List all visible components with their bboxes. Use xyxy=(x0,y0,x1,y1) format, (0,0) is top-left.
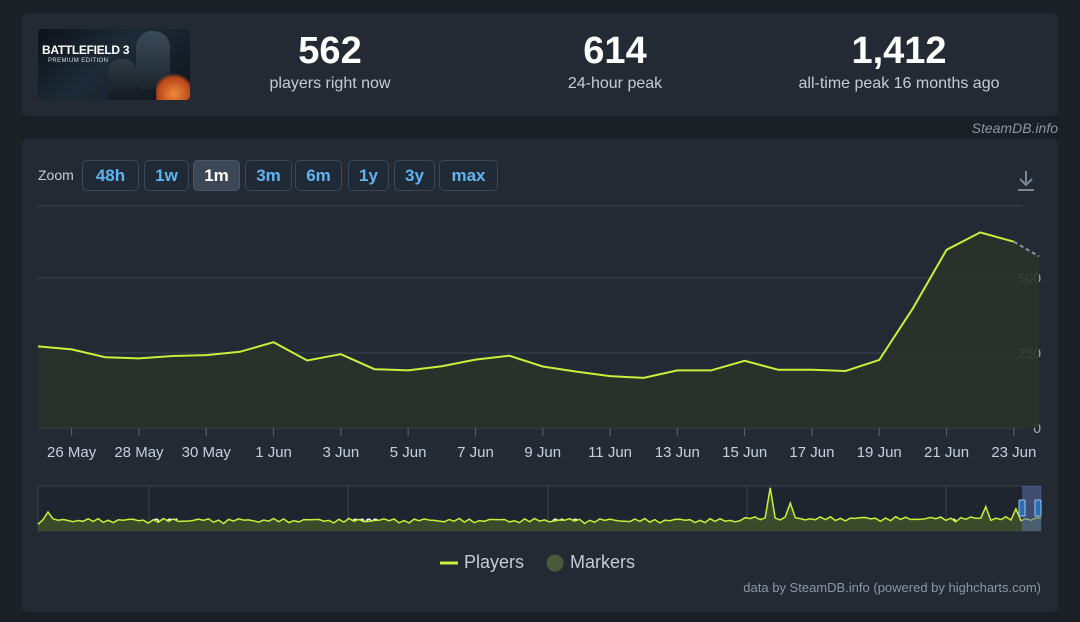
stat-label: players right now xyxy=(269,75,391,92)
data-point xyxy=(776,368,780,372)
navigator-handle-left xyxy=(1018,499,1026,517)
stat-label: all-time peak 16 months ago xyxy=(798,75,1000,92)
data-point xyxy=(339,352,343,356)
fire-glow xyxy=(156,73,190,100)
data-point xyxy=(204,353,208,357)
zoom-3m-button[interactable]: 3m xyxy=(245,160,292,191)
series-projection xyxy=(1013,240,1040,258)
stats-header: BATTLEFIELD 3 PREMIUM EDITION 562 player… xyxy=(22,13,1058,116)
data-point xyxy=(709,368,713,372)
data-point xyxy=(608,374,612,378)
zoom-1y-button[interactable]: 1y xyxy=(348,160,389,191)
stat-all-time-peak: 1,412 all-time peak 16 months ago xyxy=(779,29,1019,93)
legend-dot-icon xyxy=(546,554,564,571)
stat-value: 614 xyxy=(583,30,647,72)
zoom-max-button[interactable]: max xyxy=(439,160,498,191)
series-line-players xyxy=(37,231,1015,379)
stat-label: 24-hour peak xyxy=(567,75,663,92)
x-tick-label: 19 Jun xyxy=(857,444,902,461)
data-point xyxy=(272,340,276,344)
data-point xyxy=(945,248,949,252)
x-tick-label: 23 Jun xyxy=(991,444,1036,461)
x-tick-label: 28 May xyxy=(114,444,164,461)
data-point xyxy=(103,355,107,359)
stat-players-now: 562 players right now xyxy=(250,29,410,93)
data-point xyxy=(70,347,74,351)
zoom-3y-button[interactable]: 3y xyxy=(394,160,435,191)
steamdb-credit[interactable]: SteamDB.info xyxy=(971,120,1058,136)
download-icon[interactable] xyxy=(1016,169,1036,193)
zoom-48h-button[interactable]: 48h xyxy=(82,160,139,191)
zoom-label: Zoom xyxy=(38,167,74,183)
legend-line-icon xyxy=(440,561,458,564)
x-tick-label: 11 Jun xyxy=(588,444,632,461)
data-point xyxy=(507,354,511,358)
x-tick-label: 15 Jun xyxy=(722,444,767,461)
zoom-1m-button[interactable]: 1m xyxy=(193,160,240,191)
x-tick-label: 17 Jun xyxy=(789,444,834,461)
stat-value: 562 xyxy=(298,30,362,72)
data-point xyxy=(574,370,578,374)
x-tick-label: 5 Jun xyxy=(390,444,427,461)
data-point xyxy=(675,368,679,372)
x-tick-label: 13 Jun xyxy=(655,444,700,461)
data-point xyxy=(305,359,309,363)
zoom-6m-button[interactable]: 6m xyxy=(295,160,342,191)
data-point xyxy=(238,350,242,354)
x-tick-label: 1 Jun xyxy=(255,444,292,461)
data-point xyxy=(810,368,814,372)
legend-label: Markers xyxy=(570,552,636,572)
data-point xyxy=(406,368,410,372)
legend-label: Players xyxy=(464,552,525,572)
data-point xyxy=(36,344,40,348)
zoom-1w-button[interactable]: 1w xyxy=(144,160,189,191)
navigator-area xyxy=(38,487,1041,531)
data-point xyxy=(642,376,646,380)
stat-value: 1,412 xyxy=(851,30,947,72)
x-tick-label: 26 May xyxy=(47,444,97,461)
series-area xyxy=(38,232,1040,428)
data-point xyxy=(137,356,141,360)
data-point xyxy=(911,306,915,310)
data-point xyxy=(743,359,747,363)
data-point xyxy=(171,354,175,358)
stat-24h-peak: 614 24-hour peak xyxy=(535,29,695,93)
x-tick-label: 3 Jun xyxy=(322,444,359,461)
data-point xyxy=(541,365,545,369)
cover-title: BATTLEFIELD 3 xyxy=(42,43,130,57)
highcharts-credit[interactable]: data by SteamDB.info (powered by highcha… xyxy=(743,580,1041,595)
navigator-handle-right xyxy=(1034,499,1042,517)
x-tick-label: 21 Jun xyxy=(924,444,969,461)
game-cover-image[interactable]: BATTLEFIELD 3 PREMIUM EDITION xyxy=(38,29,190,100)
navigator-line xyxy=(37,487,1042,525)
data-point xyxy=(877,358,881,362)
data-point xyxy=(473,358,477,362)
data-point xyxy=(373,367,377,371)
x-tick-label: 7 Jun xyxy=(457,444,494,461)
x-tick-label: 30 May xyxy=(182,444,232,461)
x-tick-label: 9 Jun xyxy=(524,444,561,461)
legend-players[interactable]: Players xyxy=(440,552,524,573)
data-point xyxy=(844,369,848,373)
data-point xyxy=(978,230,982,234)
data-point xyxy=(1012,240,1016,244)
cover-subtitle: PREMIUM EDITION xyxy=(48,58,109,64)
navigator-selection xyxy=(1022,486,1041,531)
soldier-figure-2 xyxy=(108,59,136,99)
data-point xyxy=(440,364,444,368)
legend-markers[interactable]: Markers xyxy=(546,552,635,573)
